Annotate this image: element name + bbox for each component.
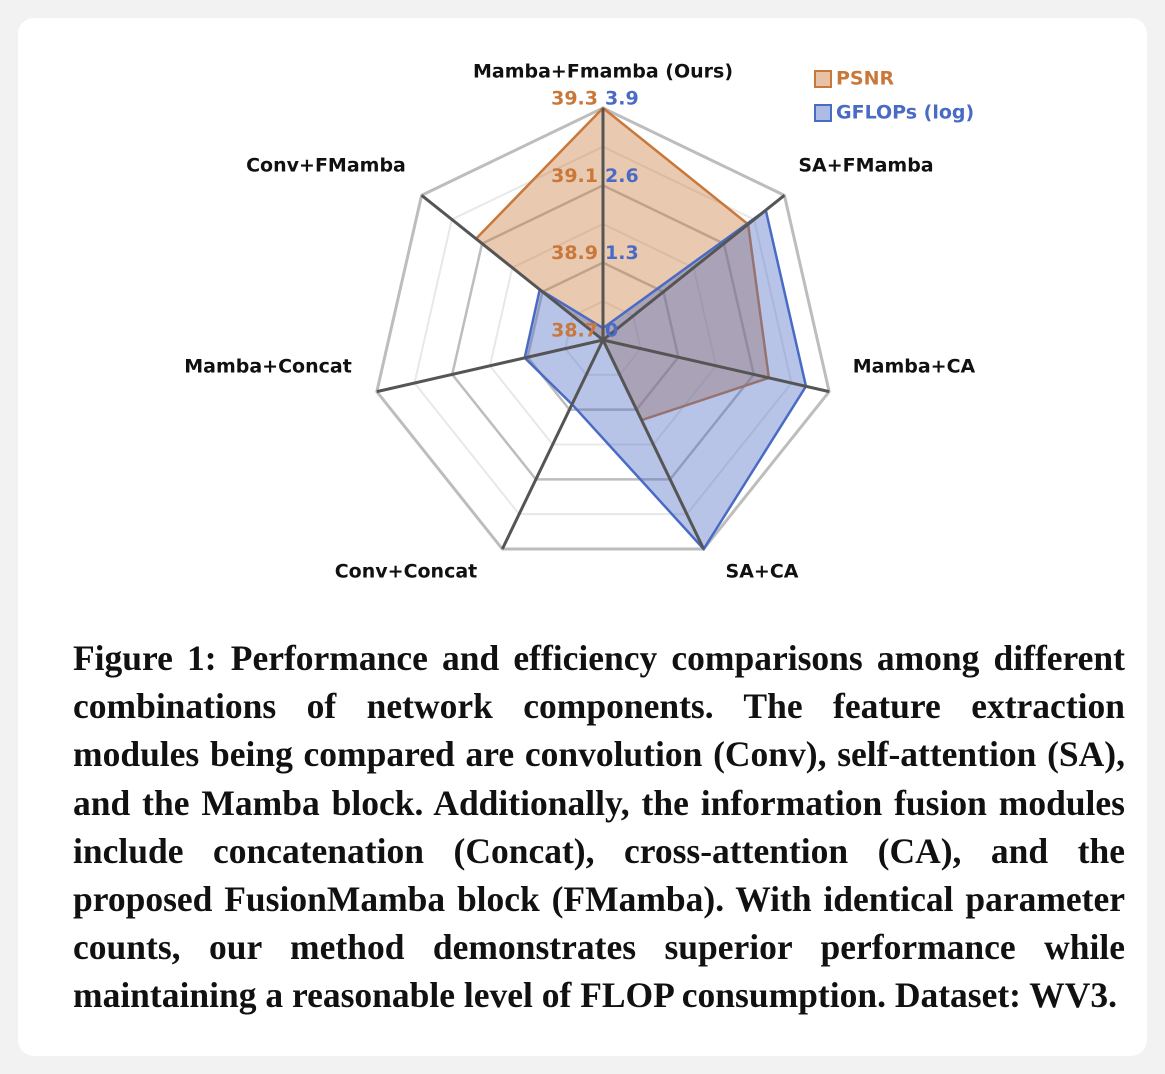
r-tick-label: 0 <box>605 320 618 342</box>
category-label: SA+CA <box>726 561 799 583</box>
legend-label: GFLOPs (log) <box>836 102 974 124</box>
category-label: Mamba+CA <box>853 356 976 378</box>
r-tick-label: 38.9 <box>551 242 598 264</box>
axis-spoke <box>376 338 604 394</box>
grid-ring <box>413 145 793 516</box>
chart: 38.7 38.9 39.1 39.3 0 1.3 2.6 3.9 Mamba+Fmamba (… <box>184 61 976 583</box>
grid-ring <box>564 300 642 376</box>
caption: Figure 1: Performance and efficiency com… <box>73 638 1125 1016</box>
category-label: Mamba+Fmamba (Ours) <box>473 61 733 83</box>
series-area <box>523 208 808 552</box>
r-tick-label: 3.9 <box>605 88 639 110</box>
legend-swatch <box>814 104 832 122</box>
figure-card: 38.7 38.9 39.1 39.3 0 1.3 2.6 3.9 Mamba+Fmamba (… <box>18 18 1147 1056</box>
r-tick-label: 1.3 <box>605 242 639 264</box>
grid-ring <box>450 183 756 481</box>
grid-ring <box>375 106 831 551</box>
category-label: SA+FMamba <box>798 155 933 177</box>
axis-spoke <box>500 339 605 550</box>
legend-swatch <box>814 70 832 88</box>
axis-spoke <box>602 338 830 394</box>
r-tick-label: 2.6 <box>605 165 639 187</box>
category-label: Conv+FMamba <box>246 155 406 177</box>
category-label: Mamba+Concat <box>184 356 352 378</box>
legend-label: PSNR <box>836 68 895 90</box>
grid-ring <box>526 261 680 411</box>
r-tick-label: 39.3 <box>551 88 598 110</box>
axis-spoke <box>601 339 706 550</box>
category-label: Conv+Concat <box>335 561 478 583</box>
grid-ring <box>488 222 718 446</box>
axis-spoke <box>602 194 786 342</box>
axis-spoke <box>420 194 604 342</box>
r-tick-label: 38.7 <box>551 320 598 342</box>
r-tick-label: 39.1 <box>551 165 598 187</box>
